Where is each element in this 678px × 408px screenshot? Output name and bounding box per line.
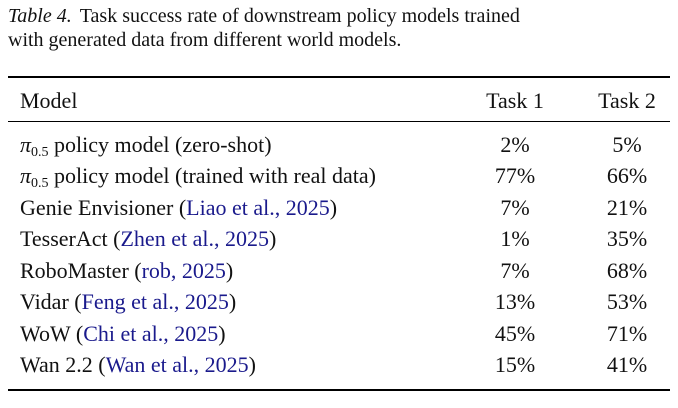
table-row-wow: WoW (Chi et al., 2025) 45% 71%	[8, 318, 670, 350]
model-label: Vidar (	[20, 289, 82, 315]
caption-text-line1: Task success rate of downstream policy m…	[79, 5, 520, 27]
model-label: Genie Envisioner (	[20, 194, 187, 220]
column-header-task1: Task 1	[486, 88, 544, 113]
table-row-pi-real-data: π0.5 policy model (trained with real dat…	[8, 161, 670, 193]
model-label-end: )	[228, 289, 237, 315]
pi-subscript: 0.5	[31, 176, 49, 190]
model-cell: RoboMaster (rob, 2025)	[20, 258, 446, 284]
table-header-row: Model Task 1 Task 2	[8, 78, 670, 122]
citation-link[interactable]: Feng et al., 2025	[81, 289, 229, 315]
task1-cell: 15%	[494, 352, 536, 378]
task2-cell: 5%	[612, 131, 642, 157]
column-header-model: Model	[20, 88, 78, 113]
caption-line-1: Table 4. Task success rate of downstream …	[8, 4, 678, 28]
citation-link[interactable]: Zhen et al., 2025	[120, 226, 269, 252]
pi-symbol: π	[20, 163, 32, 189]
model-label: WoW (	[20, 320, 84, 346]
citation-link[interactable]: Chi et al., 2025	[83, 320, 219, 346]
task1-cell: 7%	[500, 194, 530, 220]
model-cell: Wan 2.2 (Wan et al., 2025)	[20, 352, 446, 378]
model-cell: Vidar (Feng et al., 2025)	[20, 289, 446, 315]
citation-link[interactable]: rob, 2025	[141, 257, 226, 283]
caption-label: Table 4.	[8, 5, 72, 27]
table-row-tesseract: TesserAct (Zhen et al., 2025) 1% 35%	[8, 224, 670, 256]
table-row-pi-zero-shot: π0.5 policy model (zero-shot) 2% 5%	[8, 129, 670, 161]
table-body: π0.5 policy model (zero-shot) 2% 5% π0.5…	[8, 122, 670, 389]
task1-cell: 2%	[500, 131, 530, 157]
model-label: policy model (trained with real data)	[48, 163, 376, 189]
task2-cell: 53%	[606, 289, 648, 315]
task1-cell: 13%	[494, 289, 536, 315]
model-label: Wan 2.2 (	[20, 352, 106, 378]
table-caption: Table 4. Task success rate of downstream …	[8, 4, 678, 52]
model-label-end: )	[218, 320, 226, 346]
model-label: TesserAct (	[20, 226, 121, 252]
caption-text-line2: with generated data from different world…	[8, 29, 402, 51]
pi-symbol: π	[20, 131, 32, 157]
task2-cell: 21%	[606, 194, 648, 220]
task2-cell: 71%	[606, 320, 648, 346]
table-row-genie-envisioner: Genie Envisioner (Liao et al., 2025) 7% …	[8, 192, 670, 224]
column-header-task2: Task 2	[598, 88, 656, 113]
model-label: policy model (zero-shot)	[48, 131, 272, 157]
model-label-end: )	[268, 226, 277, 252]
table-row-vidar: Vidar (Feng et al., 2025) 13% 53%	[8, 287, 670, 319]
task2-cell: 41%	[606, 352, 648, 378]
task1-cell: 77%	[494, 163, 536, 189]
model-label: RoboMaster (	[20, 257, 142, 283]
caption-line-2: with generated data from different world…	[8, 28, 678, 52]
table-row-robomaster: RoboMaster (rob, 2025) 7% 68%	[8, 255, 670, 287]
model-cell: π0.5 policy model (zero-shot)	[20, 132, 446, 158]
task1-cell: 7%	[500, 257, 530, 283]
task1-cell: 45%	[494, 320, 536, 346]
task1-cell: 1%	[500, 226, 530, 252]
model-label-end: )	[225, 257, 234, 283]
task2-cell: 68%	[606, 257, 648, 283]
citation-link[interactable]: Wan et al., 2025	[105, 352, 249, 378]
model-cell: TesserAct (Zhen et al., 2025)	[20, 226, 446, 252]
model-label-end: )	[248, 352, 256, 378]
citation-link[interactable]: Liao et al., 2025	[186, 194, 330, 220]
results-table: Model Task 1 Task 2 π0.5 policy model (z…	[8, 76, 670, 391]
model-cell: WoW (Chi et al., 2025)	[20, 321, 446, 347]
model-cell: π0.5 policy model (trained with real dat…	[20, 163, 446, 189]
table-row-wan-2-2: Wan 2.2 (Wan et al., 2025) 15% 41%	[8, 350, 670, 382]
model-label-end: )	[329, 194, 338, 220]
task2-cell: 66%	[606, 163, 648, 189]
model-cell: Genie Envisioner (Liao et al., 2025)	[20, 195, 446, 221]
pi-subscript: 0.5	[31, 144, 49, 158]
task2-cell: 35%	[606, 226, 648, 252]
